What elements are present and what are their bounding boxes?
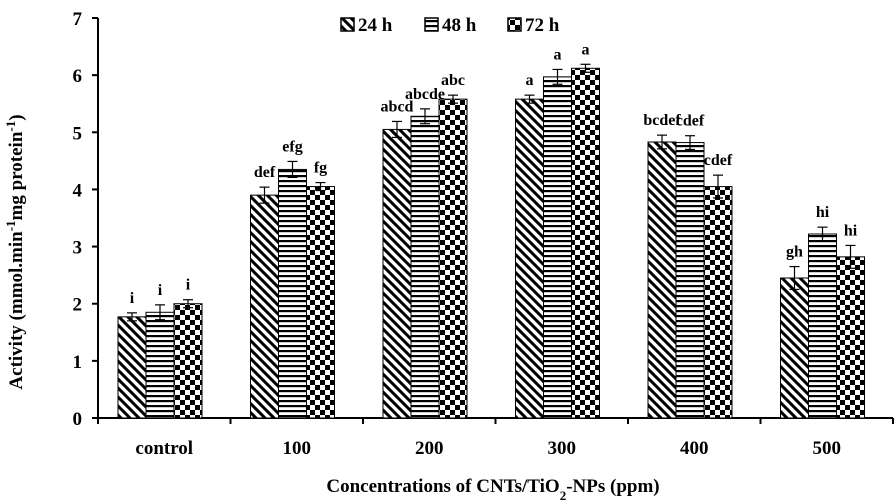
legend-label: 24 h — [358, 15, 393, 36]
svg-text:Activity (mmol.min-1mg protein: Activity (mmol.min-1mg protein-1) — [3, 114, 28, 389]
x-axis-title-part: Concentrations of CNTs/TiO — [326, 476, 559, 497]
bar — [250, 194, 279, 419]
bar — [780, 277, 809, 419]
bar — [571, 67, 600, 419]
bar — [173, 303, 203, 419]
significance-label: efg — [282, 138, 302, 155]
significance-label: hi — [844, 222, 858, 239]
category-label: 200 — [415, 438, 444, 459]
y-tick-label: 5 — [73, 123, 83, 144]
bar — [117, 316, 147, 419]
category-label: 300 — [548, 438, 577, 459]
bar — [145, 311, 175, 419]
significance-label: i — [158, 282, 163, 299]
significance-label: gh — [786, 244, 803, 261]
bar — [306, 186, 335, 419]
y-tick-label: 4 — [73, 180, 83, 201]
significance-label: a — [526, 72, 534, 89]
bar — [675, 142, 705, 419]
bar — [438, 98, 468, 419]
significance-label: cdef — [676, 113, 705, 130]
significance-label: abcd — [381, 98, 414, 115]
category-label: 100 — [283, 438, 312, 459]
bar — [808, 233, 837, 419]
significance-label: cdef — [704, 152, 733, 169]
x-axis-title: Concentrations of CNTs/TiO2-NPs (ppm) — [326, 476, 659, 501]
axes: 0 1 2 3 4 5 6 7 control 100 200 300 400 500 — [73, 9, 894, 459]
significance-label: def — [254, 164, 276, 181]
significance-label: abc — [441, 72, 465, 89]
legend-label: 72 h — [525, 15, 560, 36]
legend-label: 48 h — [442, 15, 477, 36]
y-tick-label: 1 — [73, 352, 83, 373]
significance-label: a — [582, 41, 590, 58]
bar — [515, 98, 544, 419]
y-axis-title-part: -1 — [3, 121, 18, 132]
legend-swatch — [424, 17, 439, 32]
y-tick-label: 7 — [73, 9, 83, 30]
significance-label: i — [186, 277, 191, 294]
x-axis-title-part: 2 — [560, 488, 567, 501]
y-tick-label: 0 — [73, 409, 83, 430]
bars-layer — [117, 63, 865, 419]
y-axis-title-part: ) — [6, 114, 27, 120]
category-label: 500 — [813, 438, 842, 459]
category-label: control — [135, 438, 193, 459]
significance-label: bcdef — [643, 112, 681, 129]
bar — [836, 256, 865, 419]
significance-label: abcde — [405, 86, 445, 103]
y-axis-title: Activity (mmol.min-1mg protein-1) — [3, 114, 28, 389]
y-axis-title-part: Activity (mmol.min — [6, 231, 27, 390]
significance-label: hi — [816, 204, 830, 221]
y-tick-label: 2 — [73, 295, 83, 316]
y-axis-title-part: mg protein — [6, 131, 27, 220]
bar — [647, 141, 677, 419]
significance-label: a — [554, 46, 562, 63]
y-axis-title-part: -1 — [3, 220, 18, 231]
bar — [543, 76, 572, 419]
significance-label: fg — [314, 160, 327, 177]
category-label: 400 — [680, 438, 709, 459]
y-tick-label: 3 — [73, 238, 83, 259]
bar — [703, 186, 733, 419]
bar — [278, 168, 307, 419]
legend-swatch — [507, 17, 522, 32]
bar — [410, 115, 440, 419]
x-axis-title-part: -NPs (ppm) — [566, 476, 659, 497]
y-tick-label: 6 — [73, 66, 83, 87]
significance-label: i — [130, 290, 135, 307]
legend-swatch — [340, 17, 355, 32]
legend: 24 h 48 h 72 h — [340, 15, 560, 36]
bar — [382, 128, 412, 419]
